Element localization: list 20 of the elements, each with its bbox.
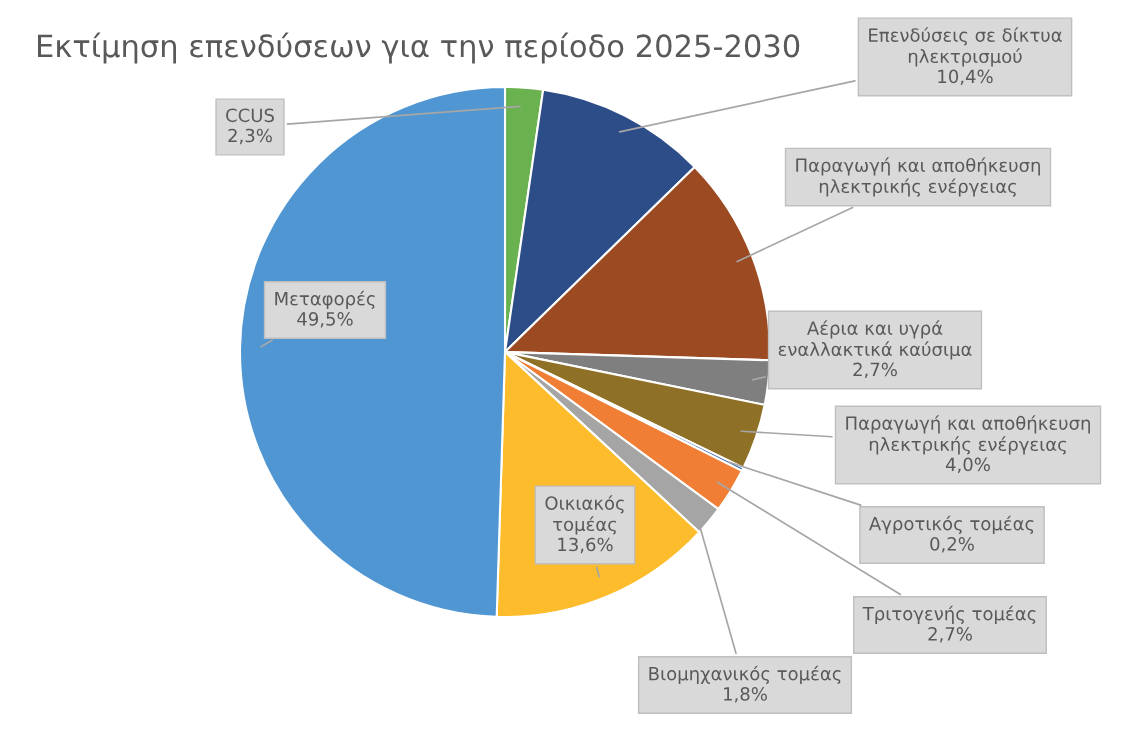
data-label: 2,3% (228, 128, 272, 145)
slice-label: Παραγωγή και αποθήκευση ηλεκτρικής ενέργειας (846, 415, 1090, 455)
slice-label: Αγροτικός τομέας (869, 515, 1034, 535)
data-label: 49,5% (297, 312, 353, 328)
slice-label: Βιομηχανικός τομέας (649, 665, 841, 685)
chart-title: Εκτίμηση επενδύσεων για την περίοδο 2025-2030 (38, 32, 800, 64)
slice-label: Αέρια και υγρά εναλλακτικά καύσιμα (778, 320, 972, 360)
data-label: 10,4% (938, 69, 993, 86)
data-label: 13,6% (558, 537, 613, 554)
slice-label: Οικιακός τομέας (545, 495, 624, 535)
data-label: 2,7% (928, 627, 972, 643)
data-label: 1,8% (724, 687, 767, 703)
slice-label: Επενδύσεις σε δίκτυα ηλεκτρισμού (869, 27, 1062, 67)
data-label: 2,7% (853, 362, 897, 379)
slice-label: Μεταφορές (275, 290, 375, 310)
data-label: 0,2% (930, 537, 974, 553)
slice-label: CCUS (226, 108, 274, 123)
slice-label: Τριτογενής τομέας (862, 605, 1036, 625)
data-label: 4,0% (945, 457, 990, 474)
slice-label: Παραγωγή και αποθήκευση ηλεκτρικής ενέργειας (796, 157, 1040, 197)
